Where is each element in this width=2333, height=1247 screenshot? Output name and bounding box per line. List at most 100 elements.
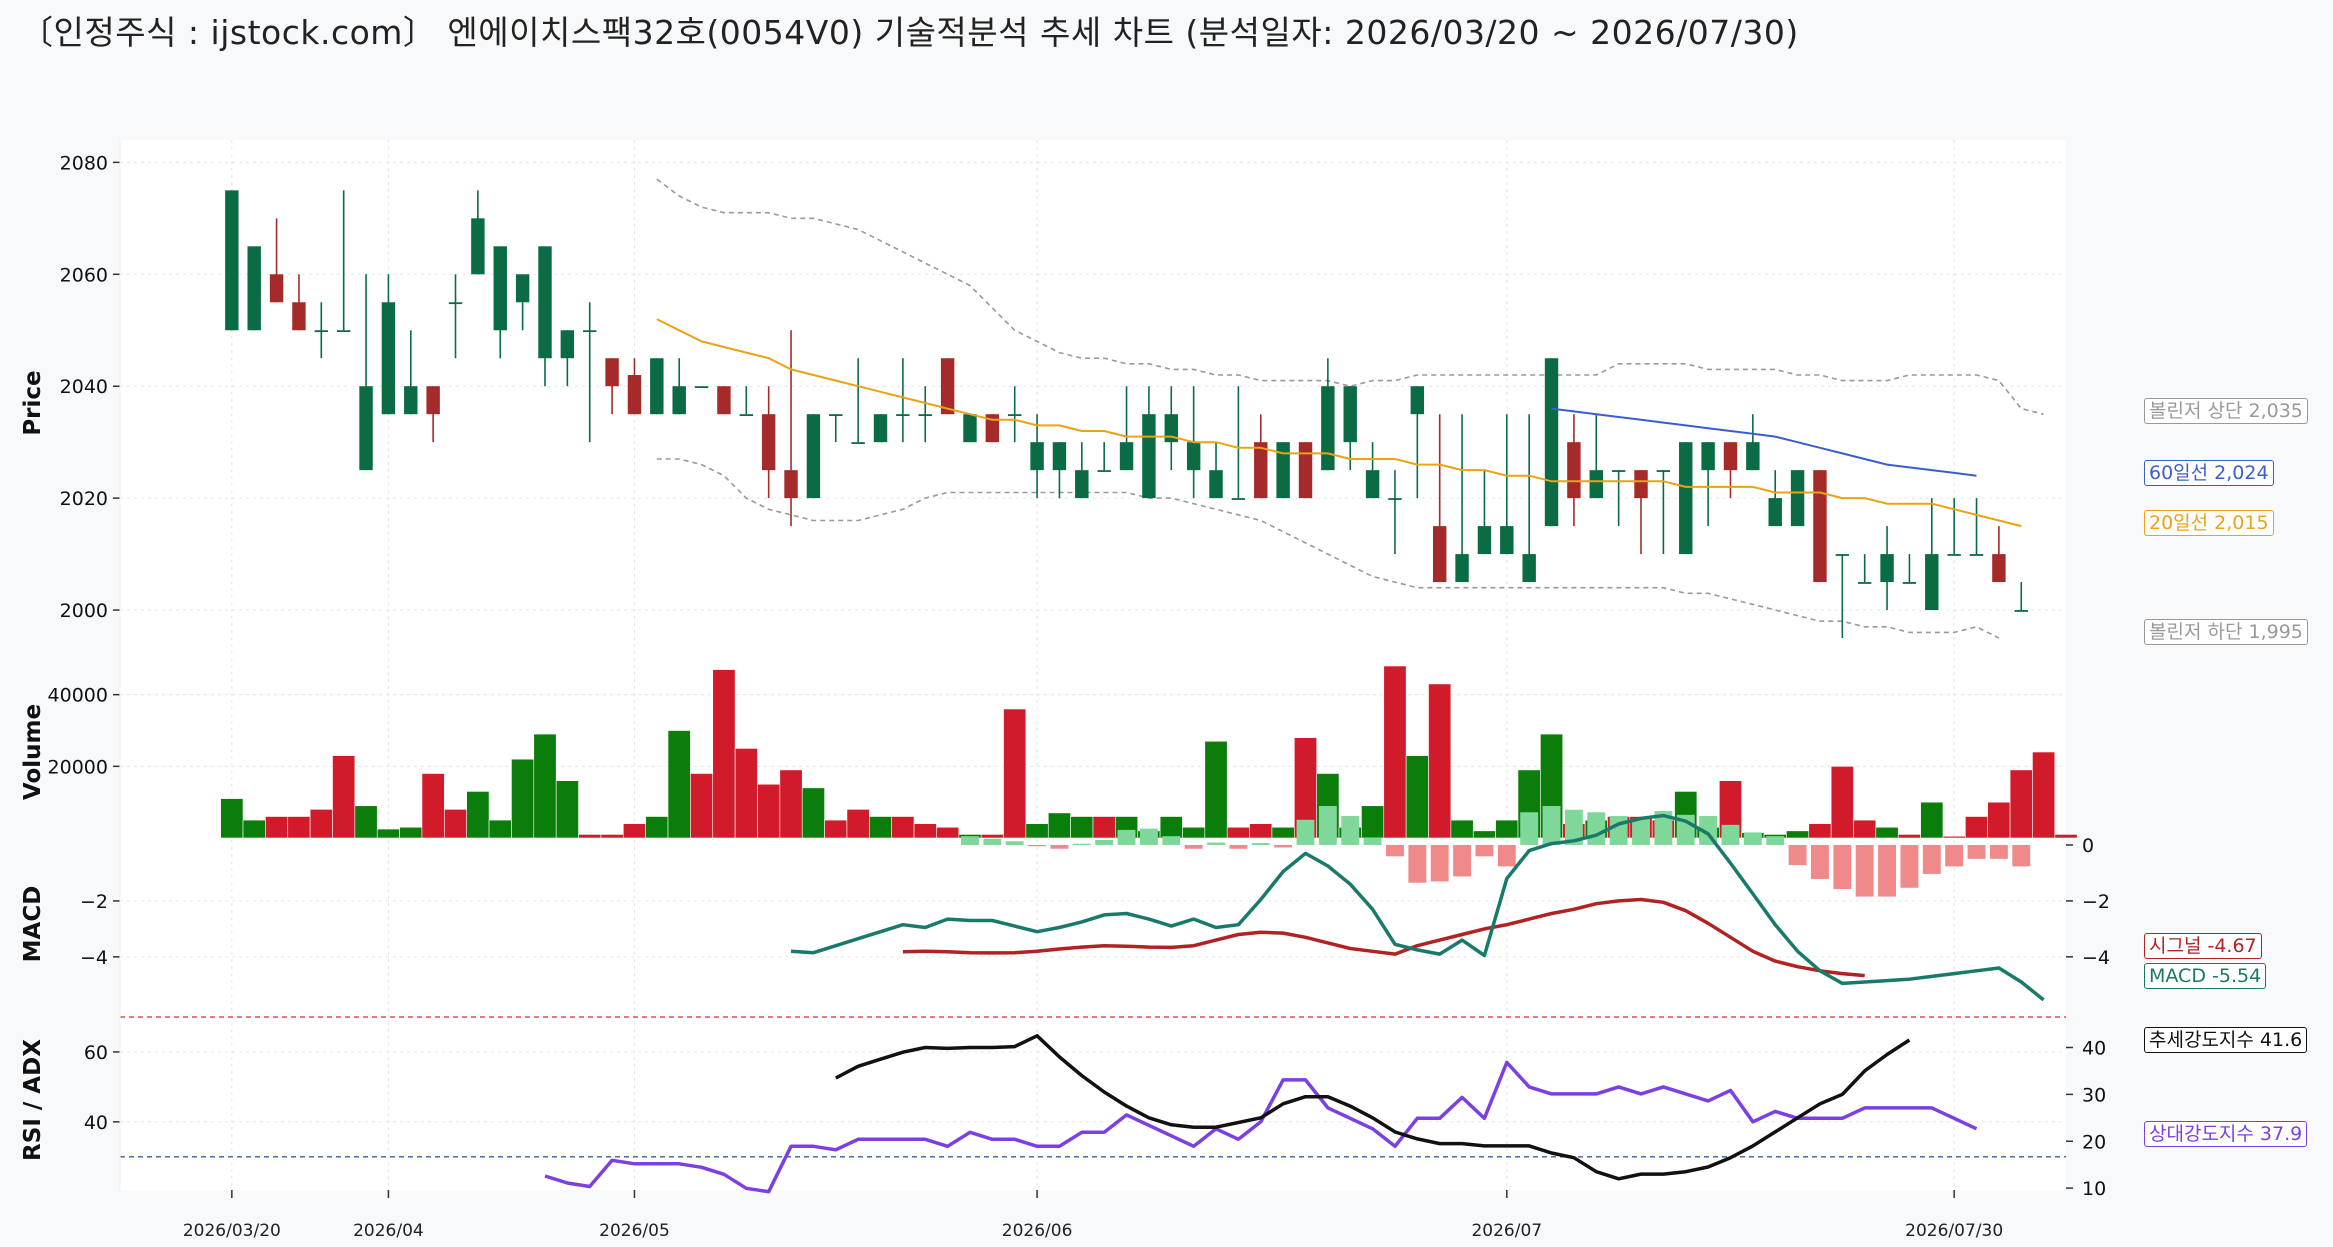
value-badge: 20일선 2,015 [2144,510,2274,537]
volume-bar [1428,683,1452,839]
candle-body [873,414,888,443]
volume-bar [1472,830,1496,839]
candle-body [1947,554,1961,556]
volume-bar [1987,801,2011,839]
candle-body [1097,470,1111,472]
candle-body [650,358,664,415]
value-badge: 상대강도지수 37.9 [2144,1121,2308,1148]
macd-histogram-bar [1050,844,1069,849]
candle-body [717,386,731,415]
y-tick-label: 2080 [60,152,108,174]
volume-bar [645,816,669,839]
y-tick-label: 40000 [48,685,108,707]
macd-histogram-bar [1207,842,1225,845]
macd-histogram-bar [1922,844,1941,874]
candle-body [1075,470,1089,499]
value-badge: 볼린저 상단 2,035 [2144,398,2308,425]
candle-body [1365,470,1380,499]
macd-histogram-bar [2012,844,2031,867]
volume-bar [1182,826,1206,839]
y-tick-label: −2 [80,891,108,913]
candle-body [1969,554,1984,556]
macd-histogram-bar [1229,844,1248,849]
candle-body [1209,470,1223,499]
grid-layer [120,140,2066,1190]
volume-bar [913,823,937,839]
macd-panel [790,805,2045,1002]
right-tick-label: 30 [2082,1084,2106,1106]
macd-histogram-bar [1005,841,1024,845]
y-tick-label: 2020 [60,488,108,510]
volume-bar [757,783,781,839]
candle-body [1119,442,1134,471]
candle-body [1477,526,1492,555]
macd-histogram-bar [1587,812,1606,845]
volume-bar [488,819,512,839]
volume-bar [1025,823,1049,839]
volume-bar [376,828,400,839]
candle-body [515,274,530,303]
macd-histogram-bar [1766,836,1785,845]
volume-bar [1271,826,1295,839]
macd-histogram-bar [1743,832,1762,845]
candle-body [918,414,932,416]
volume-bar [1047,812,1071,839]
volume-bar [265,816,289,839]
candle-body [1164,414,1178,443]
macd-histogram-bar [1162,836,1181,845]
volume-bar [1361,805,1385,839]
candle-body [583,330,597,333]
y-tick-label: 20000 [48,756,108,778]
volume-bar [690,773,714,839]
candle-body [627,375,642,415]
bollinger-upper-line [656,178,2044,415]
volume-bar [511,758,535,839]
panel-y-label: RSI / ADX [20,1039,46,1161]
candle-body [359,386,373,471]
value-badge: 60일선 2,024 [2144,459,2274,486]
candle-body [1992,554,2006,583]
volume-bar [309,809,333,839]
candle-body [1902,582,1917,584]
bollinger-lower-line [656,458,2000,639]
volume-bar [1495,819,1519,839]
candle-body [1768,498,1782,527]
macd-histogram-bar [1363,837,1382,845]
volume-bar [421,773,445,839]
macd-histogram-bar [1453,844,1472,877]
candle-body [1723,442,1738,471]
candle-body [426,386,440,415]
macd-histogram-bar [1989,844,2008,859]
candle-body [829,414,843,416]
macd-histogram-bar [1028,844,1047,847]
candle-body [1634,470,1648,499]
rsi-line [544,1060,1978,1194]
volume-bar [1003,708,1027,839]
macd-histogram-bar [1341,816,1360,845]
volume-bar [1965,816,1989,839]
candle-body [806,414,821,499]
volume-bar [801,787,825,839]
candle-body [985,414,1000,443]
volume-bar [2009,769,2033,839]
macd-histogram-bar [1318,805,1337,845]
volume-bar [1226,826,1250,839]
candle-body [1388,498,1402,500]
candle-body [292,302,306,331]
candle-body [1455,554,1469,583]
y-tick-label: 2060 [60,264,108,286]
macd-histogram-bar [1520,812,1539,845]
value-badge: 추세강도지수 41.6 [2144,1027,2308,1053]
macd-histogram-bar [1296,819,1315,845]
macd-histogram-bar [1274,844,1293,848]
right-tick-label: −4 [2082,947,2110,969]
candle-body [1186,442,1201,471]
volume-bar [1942,835,1966,839]
date-tick-label: 2026/07 [1471,1221,1542,1241]
value-badge: 시그널 -4.67 [2144,932,2262,959]
volume-bar [980,834,1004,839]
macd-histogram-bar [1564,809,1583,845]
macd-histogram-bar [1900,844,1919,888]
candle-body [1813,470,1827,583]
adx-line [834,1034,1911,1181]
